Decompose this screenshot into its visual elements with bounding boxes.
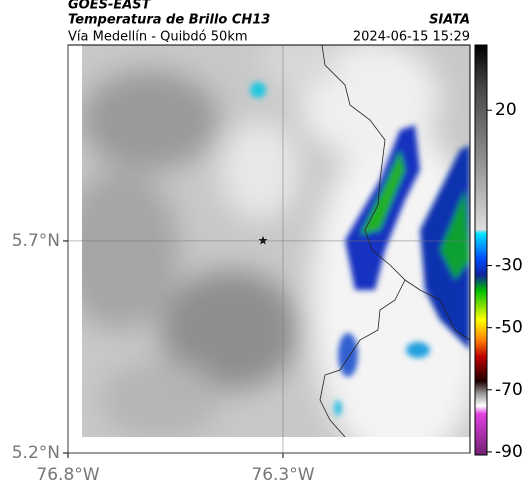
location-marker: ★ (258, 234, 269, 248)
title: Temperatura de Brillo CH13 (68, 13, 270, 28)
x-tick-label: 76.8°W (36, 465, 99, 485)
colorbar-tick-label: -30 (495, 256, 523, 276)
org: SIATA (429, 13, 470, 28)
source: GOES-EAST (68, 0, 152, 13)
colorbar-tick-label: -70 (495, 380, 523, 400)
y-tick-label: 5.7°N (12, 231, 60, 251)
colorbar-tick-label: -90 (495, 442, 523, 462)
y-tick-label: 5.2°N (12, 443, 60, 463)
colorbar-tick-label: 20 (495, 100, 517, 120)
timestamp: 2024-06-15 15:29 (353, 30, 470, 45)
satellite-image (82, 45, 470, 437)
x-tick-label: 76.3°W (251, 465, 314, 485)
colorbar-tick-label: -50 (495, 318, 523, 338)
subtitle: Vía Medellín - Quibdó 50km (68, 30, 248, 45)
colorbar (474, 44, 488, 456)
